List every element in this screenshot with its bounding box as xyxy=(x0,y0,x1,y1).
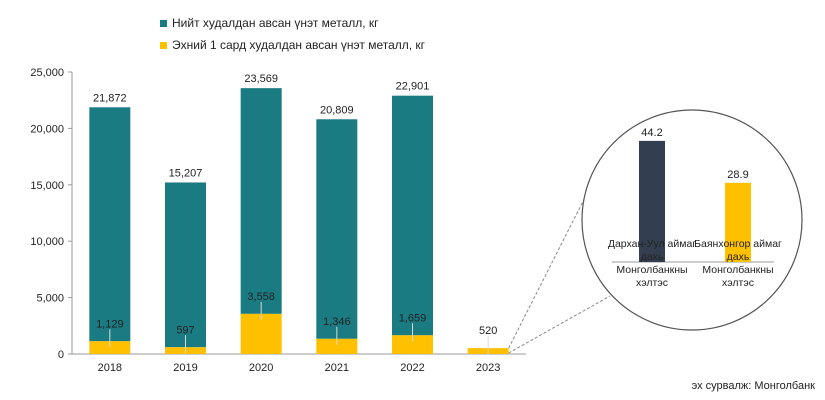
inset-bar xyxy=(639,140,665,262)
chart-legend: Нийт худалдан авсан үнэт металл, кг Эхни… xyxy=(160,12,425,56)
legend-swatch-total xyxy=(160,19,167,27)
data-label-total: 20,809 xyxy=(320,104,354,116)
data-label-first-month: 1,346 xyxy=(323,316,351,328)
legend-swatch-first-month xyxy=(160,41,167,49)
bar-total xyxy=(392,95,433,336)
inset-category-label: дахь xyxy=(727,251,750,263)
x-tick-label: 2021 xyxy=(325,362,349,374)
y-tick-label: 25,000 xyxy=(30,67,64,79)
zoom-circle xyxy=(581,109,803,331)
bar-first-month xyxy=(240,313,282,354)
inset-category-label: Дархан-Уул аймаг xyxy=(608,238,696,250)
inset-data-label: 44.2 xyxy=(641,127,662,139)
inset-data-label: 28.9 xyxy=(727,169,748,181)
data-label-total: 22,901 xyxy=(396,81,430,93)
bar-first-month xyxy=(89,341,131,354)
inset-category-label: Баянхонгор аймаг xyxy=(694,238,782,250)
y-tick-label: 0 xyxy=(58,349,64,361)
legend-label-total: Нийт худалдан авсан үнэт металл, кг xyxy=(172,16,379,30)
data-label-total: 21,872 xyxy=(93,92,127,104)
y-tick-label: 15,000 xyxy=(30,180,64,192)
bar-total xyxy=(316,119,358,339)
data-label-first-month: 1,129 xyxy=(96,318,124,330)
bar-total xyxy=(89,107,131,342)
legend-item-first-month: Эхний 1 сард худалдан авсан үнэт металл,… xyxy=(160,34,425,56)
x-tick-label: 2022 xyxy=(400,362,424,374)
x-tick-label: 2020 xyxy=(249,362,273,374)
data-label-first-month: 597 xyxy=(176,324,194,336)
x-tick-label: 2018 xyxy=(98,362,122,374)
legend-label-first-month: Эхний 1 сард худалдан авсан үнэт металл,… xyxy=(172,38,426,52)
source-note: эх сурвалж: Монголбанк xyxy=(691,380,815,392)
bar-total xyxy=(165,182,206,348)
legend-item-total: Нийт худалдан авсан үнэт металл, кг xyxy=(160,12,425,34)
inset-category-label: Монголбанкны xyxy=(702,264,773,276)
data-label-first-month: 3,558 xyxy=(247,291,275,303)
y-tick-label: 5,000 xyxy=(36,293,64,305)
inset-category-label: хэлтэс xyxy=(636,277,668,289)
y-tick-label: 20,000 xyxy=(30,123,64,135)
inset-category-label: хэлтэс xyxy=(722,277,754,289)
data-label-total: 15,207 xyxy=(169,167,203,179)
x-tick-label: 2019 xyxy=(173,362,197,374)
inset-category-label: Монголбанкны xyxy=(616,264,687,276)
zoom-connector-bottom xyxy=(508,295,611,354)
bar-first-month xyxy=(316,338,358,354)
data-label-first-month: 520 xyxy=(479,325,497,337)
bar-total xyxy=(240,88,282,314)
inset-bar xyxy=(725,182,751,262)
inset-category-label: дахь xyxy=(641,251,664,263)
x-tick-label: 2023 xyxy=(476,362,500,374)
data-label-first-month: 1,659 xyxy=(399,312,427,324)
data-label-total: 23,569 xyxy=(244,73,278,85)
y-tick-label: 10,000 xyxy=(30,236,64,248)
bar-first-month xyxy=(392,335,433,354)
